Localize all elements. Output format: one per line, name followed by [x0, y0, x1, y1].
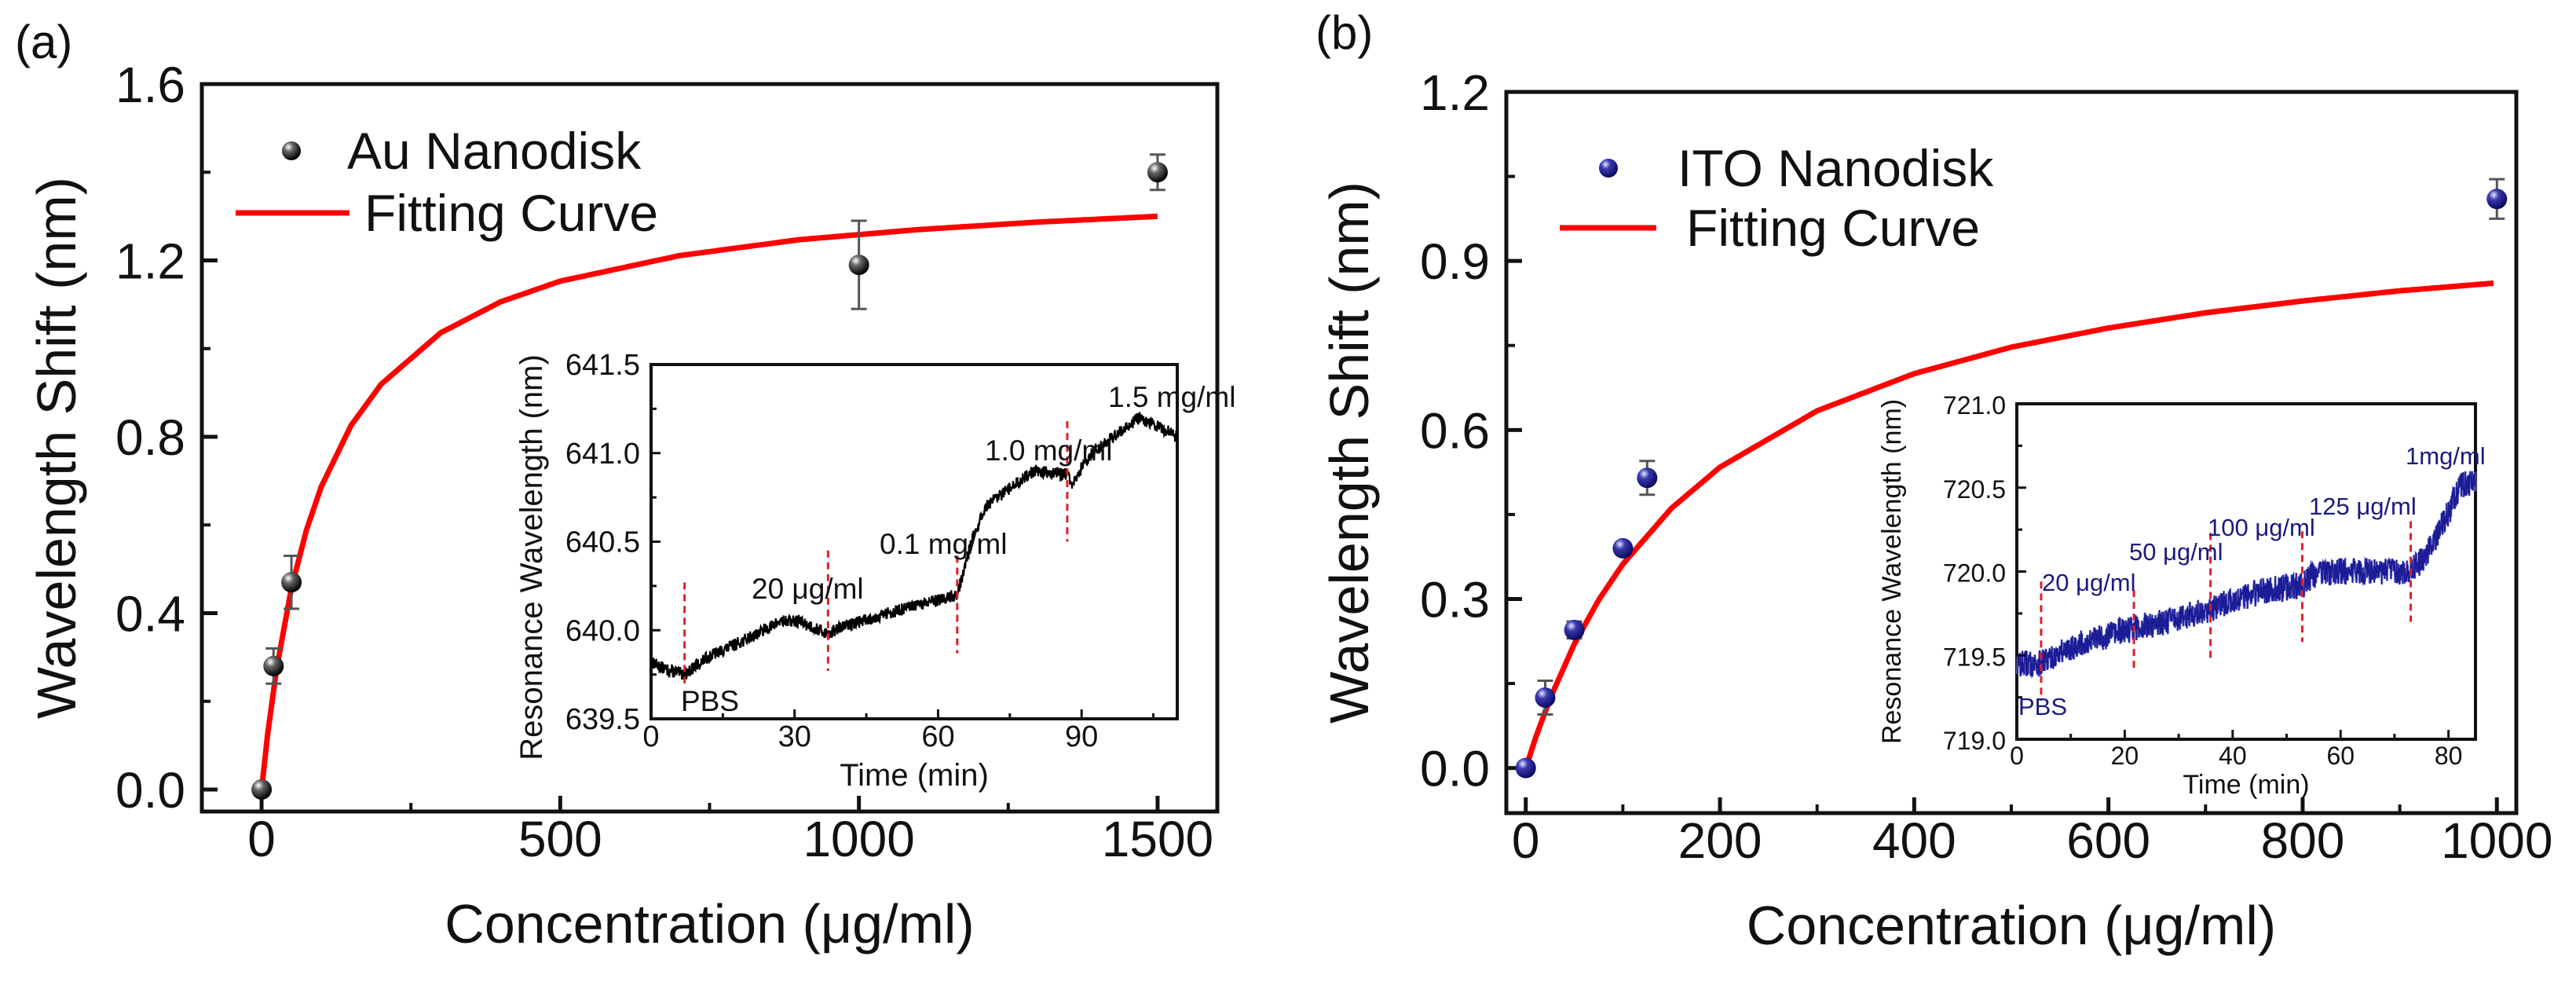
- inset-y-tick-label: 721.0: [1943, 391, 2006, 420]
- inset-annotation: 0.1 mg/ml: [880, 528, 1007, 560]
- data-point: [1515, 757, 1536, 779]
- legend-marker-icon: [282, 141, 301, 160]
- inset-annotation: 50 μg/ml: [2129, 538, 2223, 566]
- inset-annotation: 20 μg/ml: [2042, 569, 2136, 596]
- inset-frame: [649, 363, 1179, 720]
- legend-label-data: Au Nanodisk: [347, 122, 642, 180]
- inset-x-tick-label: 0: [642, 720, 659, 753]
- inset-annotation: PBS: [2018, 693, 2067, 720]
- inset-y-tick-label: 640.0: [565, 614, 640, 647]
- y-axis-label: Wavelength Shift (nm): [26, 177, 87, 719]
- inset-y-tick-label: 639.5: [565, 703, 640, 736]
- inset-annotation: 1.0 mg/ml: [985, 434, 1112, 467]
- inset-x-axis-label: Time (min): [840, 758, 989, 793]
- y-tick-label: 0.4: [115, 585, 185, 642]
- y-tick-label: 1.2: [115, 233, 185, 289]
- inset-x-tick-label: 0: [2010, 742, 2024, 770]
- x-tick-label: 400: [1872, 812, 1956, 869]
- legend-label-fit: Fitting Curve: [364, 184, 658, 242]
- inset-x-tick-label: 80: [2435, 742, 2463, 770]
- inset-x-tick-label: 40: [2219, 742, 2247, 770]
- y-tick-label: 0.0: [1420, 741, 1490, 797]
- inset-x-tick-label: 30: [778, 720, 811, 753]
- x-tick-label: 1000: [803, 811, 914, 867]
- inset-trace: [649, 412, 1179, 680]
- y-tick-label: 0.8: [115, 409, 185, 466]
- inset-x-axis-label: Time (min): [2183, 770, 2309, 800]
- inset-annotation: 125 μg/ml: [2309, 493, 2417, 520]
- panel-b: (b)0 200 400 600 800 10000.00.30.60.91.2Conce…: [1315, 6, 2552, 956]
- inset-annotation: 1.5 mg/ml: [1108, 381, 1235, 413]
- data-point: [1612, 537, 1634, 559]
- y-tick-label: 1.6: [115, 57, 185, 113]
- panel-a: (a) 0 500 1000 1500 0.0 0.4 0.8 1.2 1.6 Concentrat…: [15, 16, 1235, 955]
- data-point: [2486, 189, 2508, 210]
- y-tick-label: 0.0: [115, 762, 185, 819]
- inset-chart: 0 30 60 90 639.5 640.0 640.5 641.0 641.5 Time (mi…: [514, 349, 1235, 793]
- inset-annotation: 1mg/ml: [2406, 442, 2486, 470]
- x-axis-label: Concentration (μg/ml): [1747, 895, 2276, 956]
- inset-y-tick-label: 641.0: [565, 438, 640, 471]
- inset-annotation: 20 μg/ml: [752, 573, 864, 605]
- data-point: [263, 655, 284, 676]
- fitting-curve: [1523, 280, 2494, 769]
- panel-label: (b): [1315, 6, 1373, 59]
- inset-y-axis-label: Resonance Wavelength (nm): [1877, 399, 1907, 744]
- y-axis-label: Wavelength Shift (nm): [1319, 181, 1380, 724]
- data-point: [1564, 619, 1585, 640]
- x-tick-label: 600: [2066, 812, 2150, 869]
- x-tick-label: 0: [247, 811, 276, 867]
- x-tick-label: 800: [2261, 812, 2345, 869]
- inset-y-tick-label: 719.5: [1943, 643, 2006, 671]
- legend-marker-icon: [1599, 159, 1618, 178]
- legend-label-data: ITO Nanodisk: [1678, 139, 1994, 197]
- inset-trace: [2016, 471, 2476, 678]
- x-tick-label: 200: [1678, 812, 1762, 869]
- data-point: [251, 779, 273, 800]
- inset-annotation: 100 μg/ml: [2208, 514, 2315, 541]
- y-tick-label: 0.9: [1420, 233, 1490, 290]
- inset-y-tick-label: 720.0: [1943, 559, 2006, 588]
- x-axis-label: Concentration (μg/ml): [445, 893, 974, 955]
- x-tick-label: 1500: [1102, 811, 1213, 867]
- fitting-curve: [258, 213, 1158, 790]
- data-point: [1637, 467, 1658, 489]
- inset-x-tick-label: 60: [2326, 742, 2355, 770]
- legend-label-fit: Fitting Curve: [1686, 199, 1980, 257]
- y-tick-label: 0.6: [1420, 402, 1490, 459]
- y-tick-label: 1.2: [1420, 64, 1490, 121]
- inset-y-axis-label: Resonance Wavelength (nm): [514, 354, 549, 760]
- panel-label: (a): [15, 16, 72, 68]
- x-tick-label: 0: [1512, 812, 1540, 869]
- data-point: [281, 572, 302, 593]
- x-tick-label: 500: [518, 811, 602, 867]
- inset-x-tick-label: 60: [921, 720, 954, 753]
- inset-y-tick-label: 640.5: [565, 526, 640, 559]
- inset-x-tick-label: 90: [1065, 720, 1098, 753]
- inset-y-tick-label: 720.5: [1943, 475, 2006, 504]
- inset-y-tick-label: 641.5: [565, 349, 640, 382]
- x-tick-label: 1000: [2441, 812, 2552, 869]
- y-tick-label: 0.3: [1420, 571, 1490, 628]
- data-point: [1535, 687, 1556, 708]
- inset-annotation: PBS: [681, 685, 739, 717]
- inset-x-tick-label: 20: [2111, 742, 2139, 770]
- data-point: [1147, 162, 1168, 183]
- data-point: [848, 255, 869, 276]
- inset-y-tick-label: 719.0: [1943, 727, 2006, 755]
- inset-chart: 0 20 40 60 80 719.0 719.5 720.0 720.5 721.0 Time (…: [1877, 391, 2486, 800]
